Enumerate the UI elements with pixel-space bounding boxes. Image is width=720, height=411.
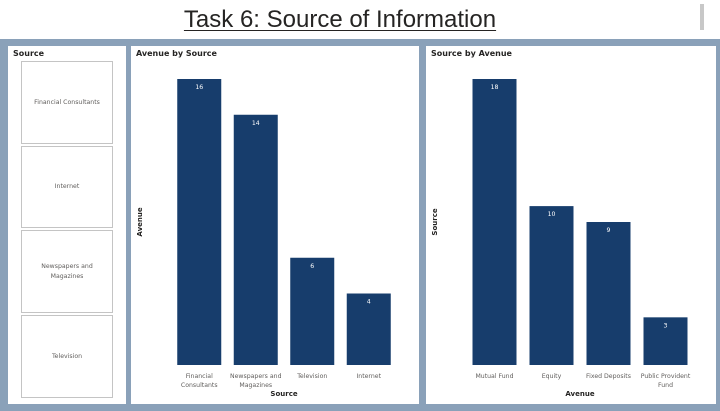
tick-label-fixed-deposits: Fixed Deposits: [586, 373, 631, 380]
source-slicer: Source Financial Consultants Internet Ne…: [8, 46, 126, 404]
data-label-fixed-deposits: 9: [607, 227, 611, 234]
bar-internet[interactable]: [346, 293, 391, 366]
data-label-television: 6: [310, 263, 314, 270]
data-label-mutual-fund: 18: [491, 84, 499, 91]
slicer-item-newspapers-and-magazines[interactable]: Newspapers and Magazines: [21, 230, 113, 313]
data-label-public-provident-fund: 3: [664, 322, 668, 329]
slicer-item-internet[interactable]: Internet: [21, 146, 113, 228]
tick-label-financial-consultants: Financial Consultants: [181, 373, 218, 389]
chart-title: Avenue by Source: [136, 49, 218, 58]
scrollbar-thumb[interactable]: [700, 4, 704, 30]
bar-public-provident-fund[interactable]: [643, 317, 688, 365]
tick-label-mutual-fund: Mutual Fund: [475, 373, 513, 380]
bar-mutual-fund[interactable]: [472, 79, 517, 365]
tick-label-public-provident-fund: Public Provident Fund: [641, 373, 691, 389]
y-axis-label: Avenue: [136, 207, 144, 236]
slicer-item-financial-consultants[interactable]: Financial Consultants: [21, 61, 113, 144]
tick-label-newspapers-and-magazines: Newspapers and Magazines: [230, 373, 282, 389]
data-label-internet: 4: [367, 299, 371, 306]
tick-label-equity: Equity: [542, 373, 562, 380]
tick-label-internet: Internet: [356, 373, 381, 380]
source-by-avenue-card: Source by Avenue Source Avenue 18 Mutual Fun…: [426, 46, 716, 404]
data-label-equity: 10: [548, 211, 556, 218]
avenue-by-source-card: Avenue by Source Avenue Source 16 Financial C…: [131, 46, 419, 404]
avenue-by-source-chart: Avenue by Source Avenue Source 16 Financial C…: [136, 49, 391, 398]
y-axis-label: Source: [431, 208, 439, 235]
source-by-avenue-chart: Source by Avenue Source Avenue 18 Mutual Fun…: [431, 49, 691, 398]
bar-newspapers-and-magazines[interactable]: [233, 114, 278, 365]
data-label-newspapers-and-magazines: 14: [252, 120, 260, 127]
x-axis-label: Avenue: [565, 390, 594, 398]
page-title: Task 6: Source of Information: [183, 6, 497, 33]
bar-fixed-deposits[interactable]: [586, 222, 631, 365]
slicer-title: Source: [13, 49, 45, 58]
tick-label-television: Television: [296, 373, 327, 380]
data-label-financial-consultants: 16: [195, 84, 203, 91]
slicer-item-television[interactable]: Television: [21, 315, 113, 398]
bar-television[interactable]: [290, 257, 335, 365]
x-axis-label: Source: [270, 390, 297, 398]
bar-financial-consultants[interactable]: [177, 79, 222, 365]
chart-title: Source by Avenue: [431, 49, 513, 58]
bar-equity[interactable]: [529, 206, 574, 365]
